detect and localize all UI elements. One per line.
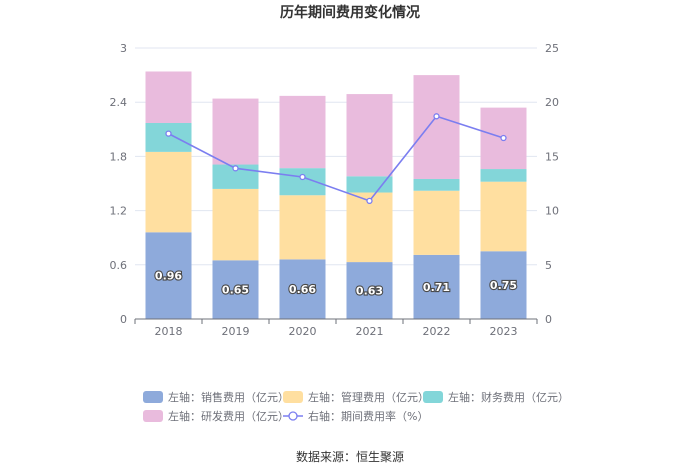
bar-data-label: 0.66 <box>289 283 316 296</box>
bar-segment-3-2019 <box>212 98 259 165</box>
left-axis-tick-label: 0.6 <box>110 259 128 272</box>
left-axis-tick-label: 1.8 <box>110 150 128 163</box>
bar-segment-2-2022 <box>413 178 460 191</box>
expense-rate-point <box>232 165 239 172</box>
left-axis-tick-label: 0 <box>120 313 127 326</box>
right-axis-tick-label: 20 <box>545 96 559 109</box>
right-axis-tick-label: 10 <box>545 205 559 218</box>
expense-rate-point <box>500 134 507 142</box>
bar-segment-1-2019 <box>212 188 259 261</box>
bar-data-label: 0.63 <box>356 285 383 298</box>
bar-segment-0-2023 <box>480 251 527 319</box>
legend-swatch <box>143 391 163 403</box>
expense-rate-line <box>168 115 504 202</box>
bar-segment-0-2020 <box>279 259 326 319</box>
bar-segment-1-2022 <box>413 190 460 255</box>
expense-rate-point <box>433 113 440 120</box>
bar-segment-3-2020 <box>279 95 326 169</box>
bar-segment-1-2020 <box>279 195 326 260</box>
x-axis-tick-label: 2020 <box>289 325 317 338</box>
bar-data-label: 0.71 <box>423 281 450 294</box>
left-axis-tick-label: 1.2 <box>110 205 128 218</box>
bar-segment-2-2020 <box>279 168 326 196</box>
bar-segment-1-2023 <box>480 181 527 252</box>
bar-segment-0-2021 <box>346 262 393 319</box>
bar-segment-3-2018 <box>145 71 192 123</box>
bar-segment-3-2022 <box>413 75 460 179</box>
bar-segment-2-2021 <box>346 176 393 193</box>
chart-title: 历年期间费用变化情况 <box>280 4 420 21</box>
legend-line-marker <box>288 411 298 421</box>
bar-segment-2-2023 <box>480 169 527 182</box>
bar-segment-2-2018 <box>145 122 192 152</box>
expense-rate-point <box>299 173 306 181</box>
bar-segment-3-2021 <box>346 94 393 177</box>
expense-rate-point <box>165 130 172 137</box>
legend-swatch <box>283 391 303 403</box>
bar-segment-1-2021 <box>346 192 393 263</box>
bar-data-label: 0.96 <box>155 270 182 283</box>
legend-swatch <box>423 391 443 403</box>
legend-label: 左轴：管理费用（亿元） <box>308 390 429 404</box>
legend-label: 左轴：研发费用（亿元） <box>168 409 289 423</box>
right-axis-tick-label: 25 <box>545 42 559 55</box>
bar-segment-1-2018 <box>145 151 192 233</box>
legend-label: 右轴：期间费用率（%） <box>308 409 428 423</box>
legend-label: 左轴：财务费用（亿元） <box>448 390 569 404</box>
legend-label: 左轴：销售费用（亿元） <box>168 390 289 404</box>
legend-swatch <box>143 410 163 422</box>
bar-segment-0-2019 <box>212 260 259 319</box>
left-axis-tick-label: 3 <box>120 42 127 55</box>
left-axis-tick-label: 2.4 <box>110 96 128 109</box>
expense-rate-point <box>366 197 373 204</box>
bar-segment-0-2022 <box>413 254 460 319</box>
x-axis-tick-label: 2021 <box>356 325 384 338</box>
bar-data-label: 0.65 <box>222 284 249 297</box>
x-axis-tick-label: 2018 <box>155 325 183 338</box>
bar-data-label: 0.75 <box>490 279 517 292</box>
x-axis-tick-label: 2019 <box>222 325 250 338</box>
right-axis-tick-label: 5 <box>545 259 552 272</box>
x-axis-tick-label: 2022 <box>423 325 451 338</box>
right-axis-tick-label: 15 <box>545 150 559 163</box>
bar-segment-0-2018 <box>145 232 192 319</box>
right-axis-tick-label: 0 <box>545 313 552 326</box>
x-axis-tick-label: 2023 <box>490 325 518 338</box>
data-source-note: 数据来源：恒生聚源 <box>296 449 404 464</box>
